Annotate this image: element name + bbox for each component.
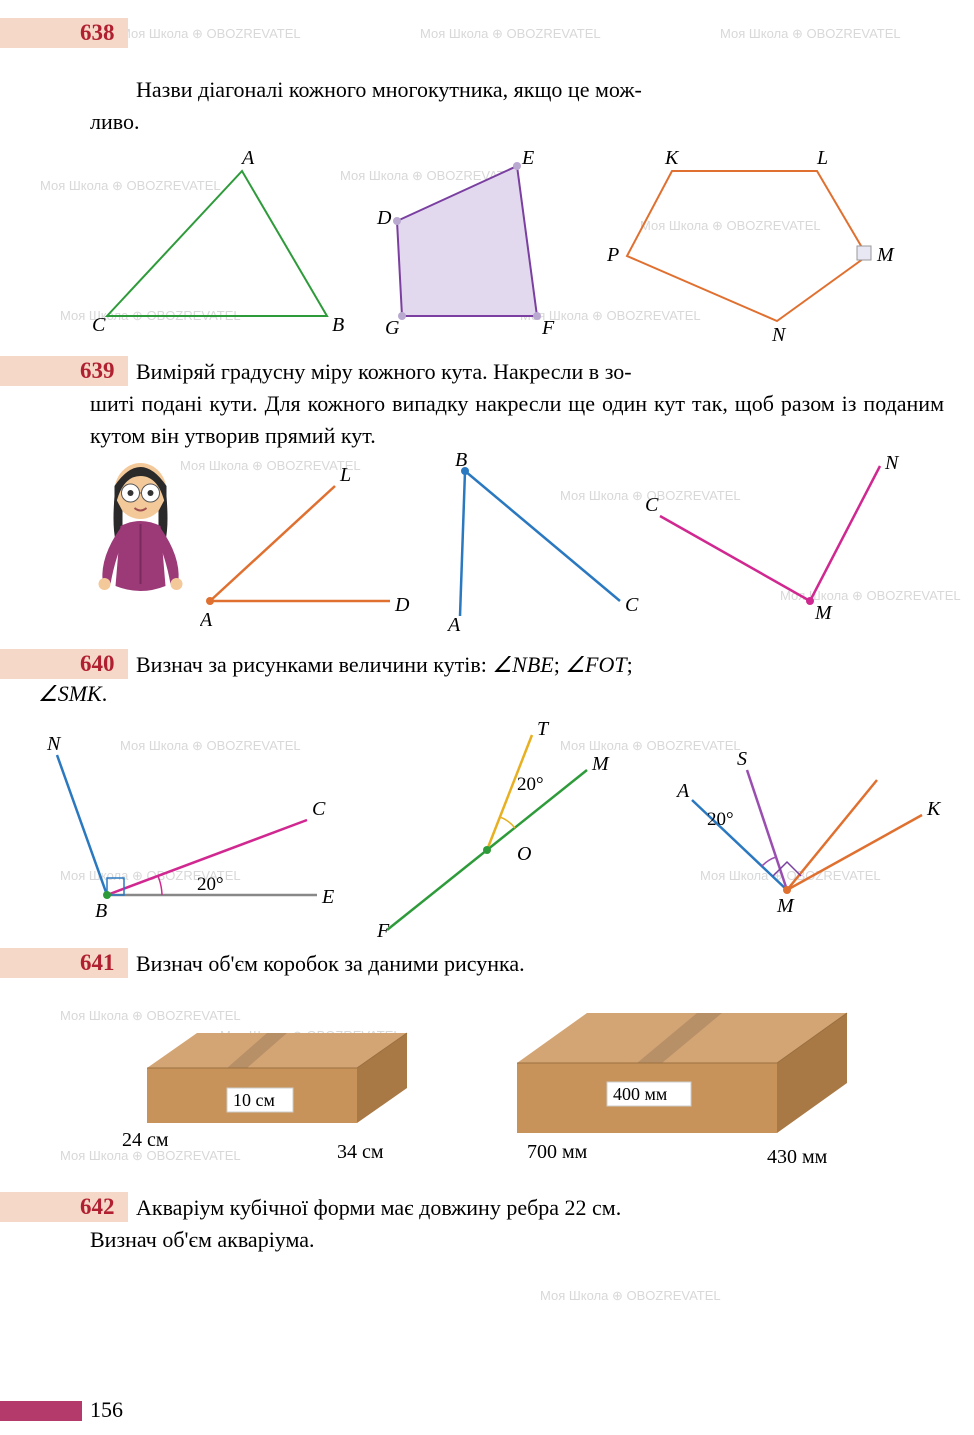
svg-text:A: A xyxy=(200,609,213,631)
svg-text:D: D xyxy=(376,207,392,229)
svg-text:C: C xyxy=(312,798,326,820)
box2-width: 700 мм xyxy=(527,1141,588,1163)
problem-text: Назви діагоналі кожного многокутника, як… xyxy=(136,74,944,106)
svg-text:F: F xyxy=(376,920,390,940)
svg-text:L: L xyxy=(339,464,351,486)
svg-text:M: M xyxy=(591,753,610,775)
svg-text:K: K xyxy=(664,147,680,169)
angle-label: 20° xyxy=(197,874,224,895)
svg-text:F: F xyxy=(541,317,555,339)
page-number: 156 xyxy=(90,1397,123,1423)
figure-640: N B C E 20° O F M T 20° M A S K 20° xyxy=(27,715,947,940)
svg-text:L: L xyxy=(816,147,828,169)
box1-width: 34 см xyxy=(337,1141,384,1163)
character-illustration xyxy=(88,456,193,606)
svg-text:M: M xyxy=(814,602,833,624)
svg-text:B: B xyxy=(95,900,107,922)
box1-height: 10 см xyxy=(233,1090,275,1110)
problem-text: шиті подані кути. Для кожного випадку на… xyxy=(90,388,944,452)
problem-text: Акваріум кубічної форми має довжину ребр… xyxy=(136,1192,944,1224)
box1-depth: 24 см xyxy=(122,1129,169,1151)
watermark: Моя Школа ⊕ OBOZREVATEL xyxy=(540,1288,721,1304)
figure-641: 10 см 24 см 34 см 400 мм 700 мм 430 мм xyxy=(47,988,927,1178)
svg-text:G: G xyxy=(385,317,400,339)
svg-text:D: D xyxy=(394,594,410,616)
svg-text:E: E xyxy=(321,886,334,908)
box2-depth: 430 мм xyxy=(767,1146,828,1168)
svg-text:B: B xyxy=(455,451,467,471)
svg-text:A: A xyxy=(675,780,690,802)
angle-label: 20° xyxy=(707,809,734,830)
svg-text:B: B xyxy=(332,314,344,336)
svg-text:A: A xyxy=(240,147,255,169)
figure-638: A B C D E F G K L M N P xyxy=(57,146,917,346)
svg-text:C: C xyxy=(625,594,639,616)
problem-text: Виміряй градусну міру кожного кута. Накр… xyxy=(136,356,944,388)
problem-number: 639 xyxy=(80,358,115,384)
problem-text: Визнач об'єм акваріума. xyxy=(90,1224,944,1256)
figure-639: A L D B A C M C N xyxy=(200,451,960,636)
svg-text:T: T xyxy=(537,718,550,740)
problem-text: ∠SMK. xyxy=(38,681,974,707)
page-number-band xyxy=(0,1401,82,1421)
problem-text: ливо. xyxy=(90,106,944,138)
problem-number: 642 xyxy=(80,1194,115,1220)
angle-label: 20° xyxy=(517,774,544,795)
problem-number: 640 xyxy=(80,651,115,677)
svg-text:N: N xyxy=(771,324,787,346)
problem-text: Визнач за рисунками величини кутів: ∠NBE… xyxy=(136,649,944,681)
svg-text:E: E xyxy=(521,147,534,169)
svg-text:C: C xyxy=(92,314,106,336)
svg-text:N: N xyxy=(884,452,900,474)
svg-text:M: M xyxy=(776,895,795,917)
svg-text:S: S xyxy=(737,748,747,770)
svg-text:A: A xyxy=(446,614,461,636)
svg-text:P: P xyxy=(606,244,619,266)
problem-text: Визнач об'єм коробок за даними рисунка. xyxy=(136,948,944,980)
svg-text:M: M xyxy=(876,244,895,266)
problem-number: 641 xyxy=(80,950,115,976)
svg-text:N: N xyxy=(46,733,62,755)
svg-text:K: K xyxy=(926,798,942,820)
svg-text:C: C xyxy=(645,494,659,516)
problem-number: 638 xyxy=(80,20,115,46)
box2-height: 400 мм xyxy=(613,1084,667,1104)
svg-text:O: O xyxy=(517,843,531,865)
